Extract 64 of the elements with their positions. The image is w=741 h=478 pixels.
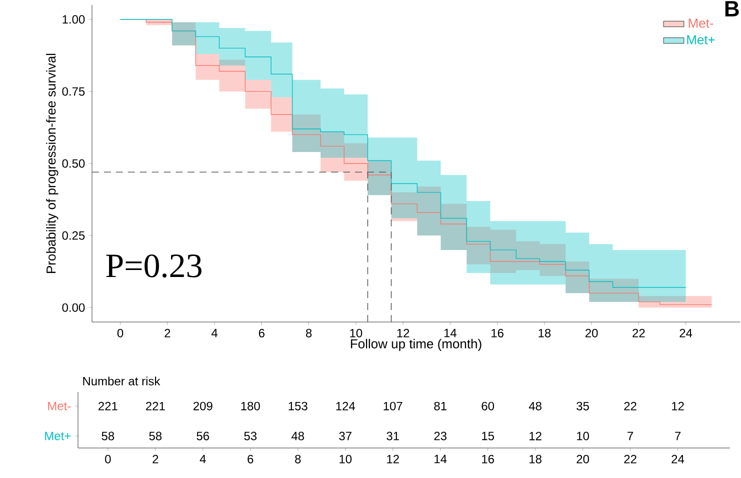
- data-label: 35: [576, 402, 589, 410]
- data-label: 23: [434, 432, 446, 440]
- data-label: 60: [482, 402, 494, 410]
- data-label: 10: [577, 432, 589, 440]
- data-label: 58: [149, 432, 162, 440]
- y-tick-label: 0.50: [62, 159, 85, 168]
- legend-label: Met-: [688, 18, 714, 28]
- x-tick-label: 8: [295, 454, 301, 464]
- x-tick-label: 14: [444, 328, 457, 338]
- data-label: 153: [288, 402, 308, 410]
- x-tick-label: 18: [538, 328, 551, 338]
- x-tick-label: 4: [211, 328, 218, 338]
- legend-label: Met+: [687, 35, 715, 44]
- data-label: 209: [194, 402, 212, 410]
- x-tick-label: 6: [248, 454, 254, 464]
- y-tick-label: 0.00: [62, 303, 85, 312]
- x-tick-label: 2: [164, 328, 170, 338]
- chart-title: Number at risk: [83, 376, 160, 386]
- annotation: P=0.23: [106, 254, 202, 278]
- data-label: 48: [291, 432, 304, 440]
- annotation: B: [725, 1, 739, 16]
- x-tick-label: 20: [576, 454, 589, 464]
- data-label: 58: [102, 432, 114, 440]
- x-tick-label: 24: [680, 328, 692, 338]
- data-label: 7: [675, 432, 681, 440]
- data-label: 22: [624, 402, 636, 410]
- data-label: 37: [339, 432, 352, 440]
- data-label: 12: [530, 432, 542, 440]
- y-axis-title: Probability of progression-free survival: [46, 54, 58, 273]
- x-tick-label: 10: [350, 328, 362, 338]
- data-label: 56: [196, 432, 210, 440]
- x-tick-label: 4: [200, 454, 206, 464]
- y-tick-label: 1.00: [62, 15, 85, 24]
- data-label: 81: [434, 402, 446, 410]
- x-tick-label: 0: [105, 454, 111, 464]
- y-tick-label: 0.25: [62, 231, 85, 240]
- x-tick-label: 12: [387, 454, 399, 464]
- x-tick-label: 2: [152, 454, 158, 464]
- data-label: 221: [98, 402, 118, 410]
- x-axis-title: Follow up time (month): [350, 338, 482, 351]
- x-tick-label: 16: [482, 454, 494, 464]
- x-tick-label: 22: [624, 454, 636, 464]
- data-label: 124: [336, 402, 356, 410]
- x-tick-label: 12: [397, 328, 410, 338]
- data-label: 12: [672, 402, 684, 410]
- x-tick-label: 8: [306, 328, 312, 338]
- x-tick-label: 16: [492, 328, 504, 338]
- data-label: 48: [528, 402, 542, 410]
- x-tick-label: 20: [585, 328, 598, 338]
- data-label: 53: [244, 432, 257, 440]
- x-tick-label: 10: [340, 454, 352, 464]
- data-label: 7: [628, 432, 634, 440]
- x-tick-label: 22: [632, 328, 645, 338]
- x-tick-label: 18: [530, 454, 542, 464]
- data-label: 180: [241, 402, 260, 410]
- x-tick-label: 0: [117, 328, 124, 338]
- data-label: 221: [146, 402, 165, 410]
- x-tick-label: 6: [258, 328, 264, 338]
- data-label: 107: [384, 402, 402, 410]
- data-label: 15: [482, 432, 494, 440]
- y-tick-label: 0.75: [62, 87, 85, 96]
- x-tick-label: 24: [672, 454, 684, 464]
- data-label: 31: [386, 432, 399, 440]
- x-tick-label: 14: [434, 454, 447, 464]
